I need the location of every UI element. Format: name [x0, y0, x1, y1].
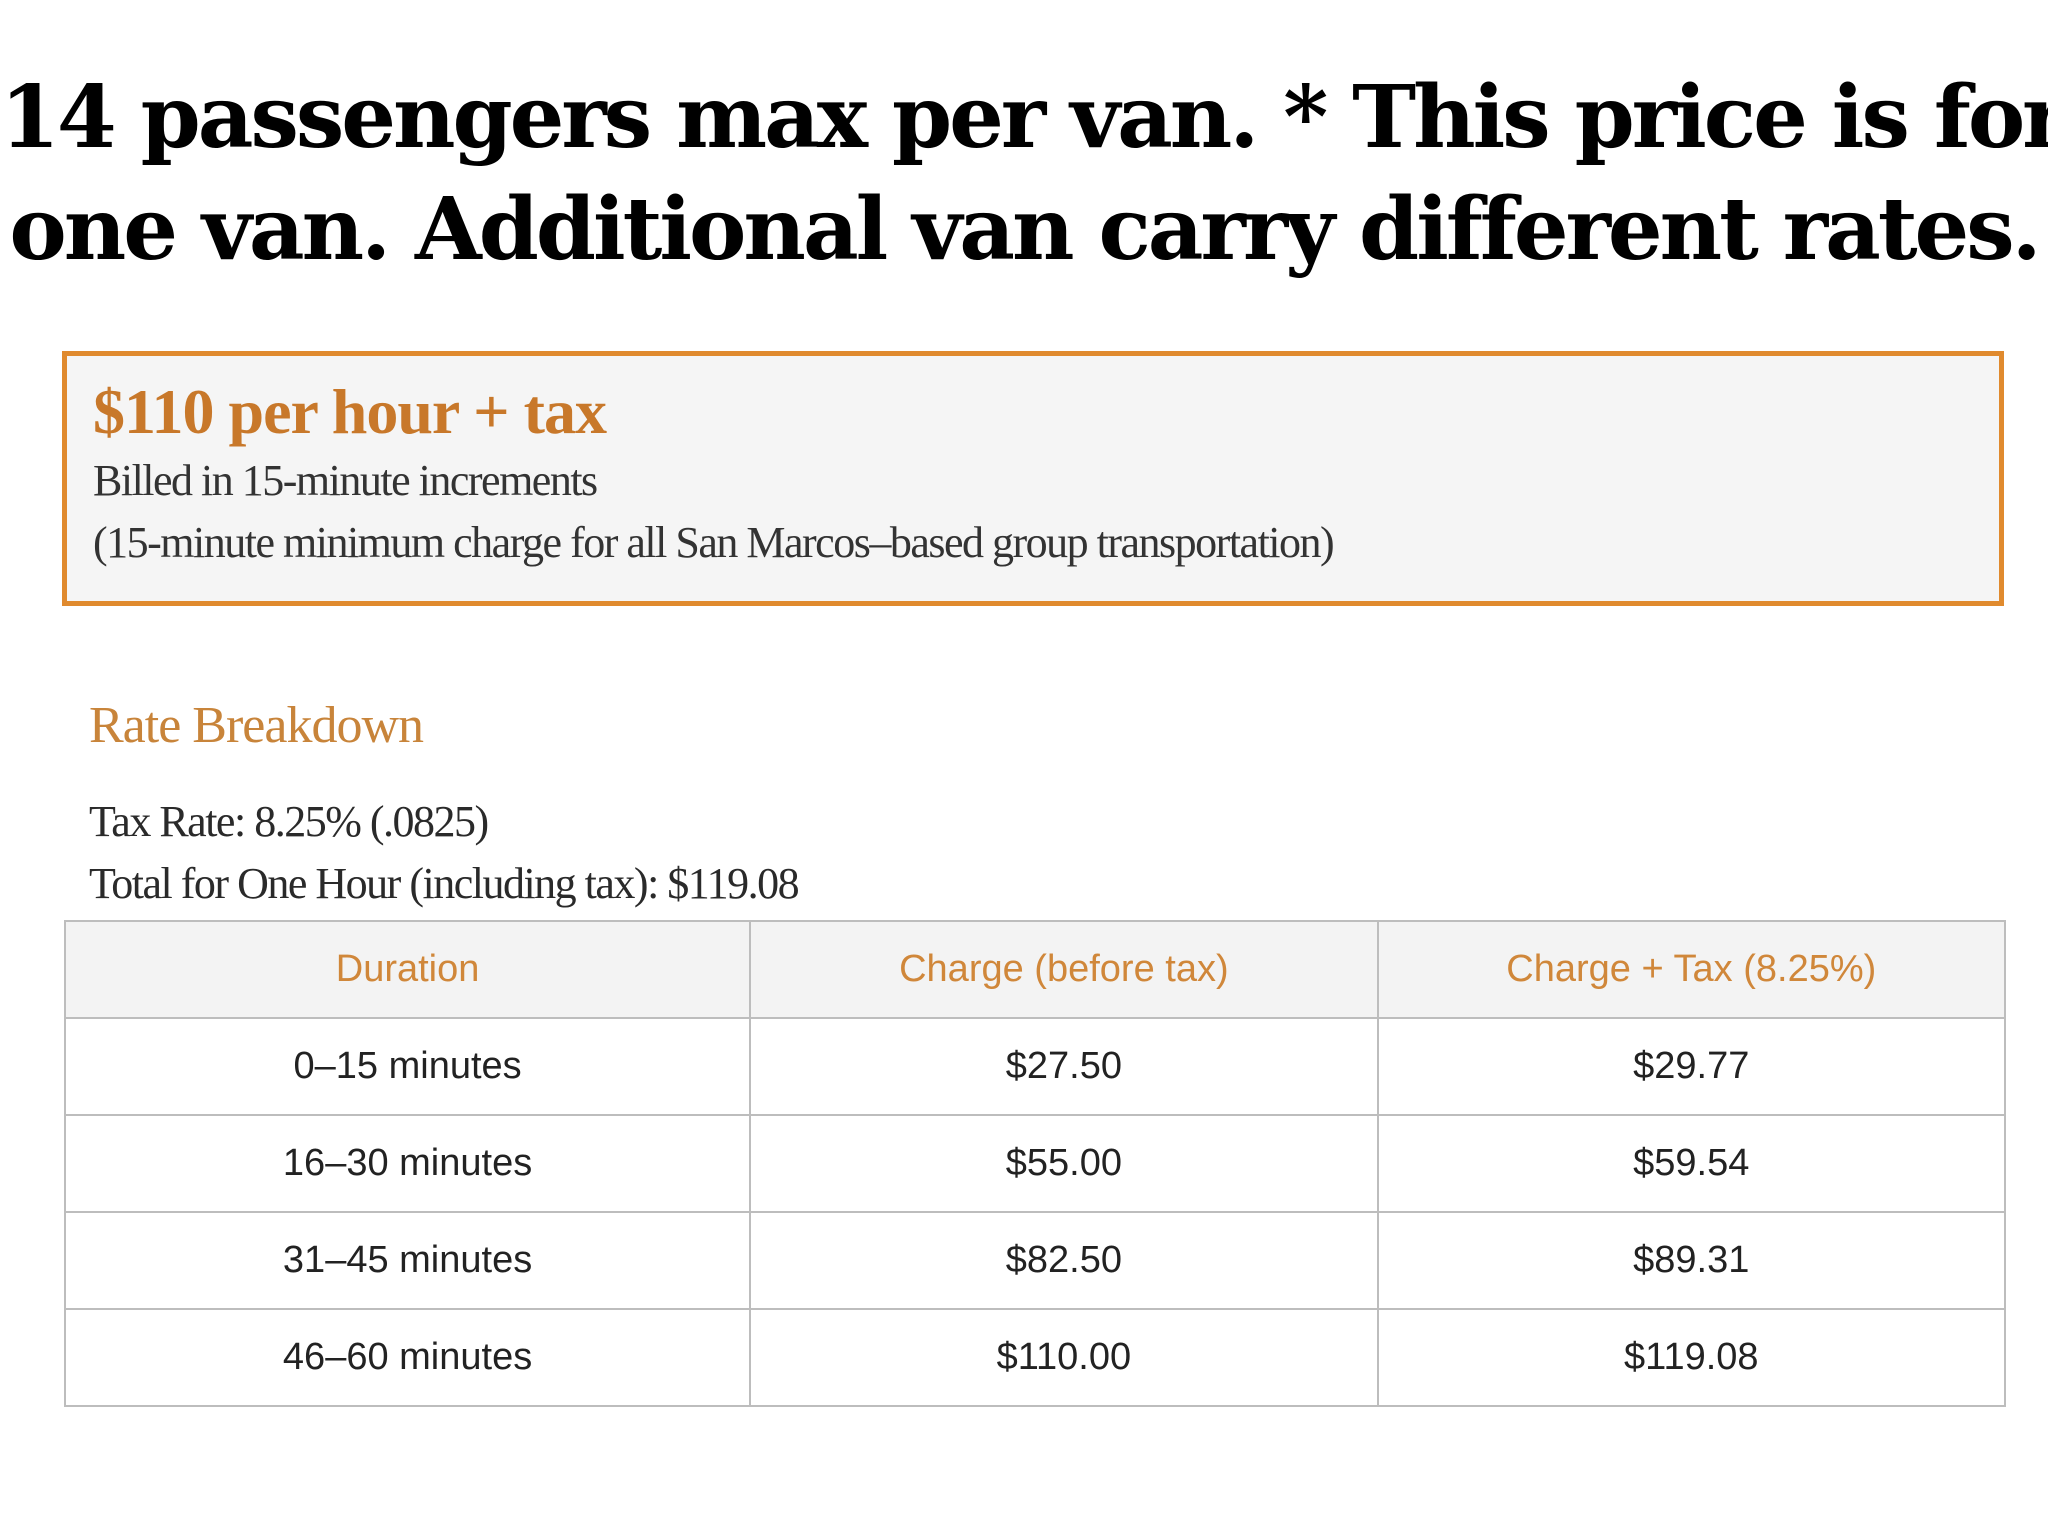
charge-before-tax-cell: $82.50	[749, 1211, 1379, 1310]
charge-plus-tax-cell: $89.31	[1376, 1211, 2007, 1310]
duration-cell: 0–15 minutes	[63, 1017, 752, 1116]
charge-plus-tax-cell: $29.77	[1376, 1017, 2007, 1116]
charge-before-tax-cell: $27.50	[749, 1017, 1379, 1116]
header-duration: Duration	[63, 920, 752, 1019]
duration-cell: 46–60 minutes	[63, 1308, 752, 1407]
duration-cell: 16–30 minutes	[63, 1114, 752, 1213]
total-one-hour-line: Total for One Hour (including tax): $119…	[89, 859, 800, 908]
billing-increment-note: Billed in 15-minute increments	[93, 456, 598, 505]
table-row: 16–30 minutes $55.00 $59.54	[63, 1114, 2007, 1213]
page-headline: 14 passengers max per van. * This price …	[0, 62, 2048, 286]
headline-line-2: one van. Additional van carry different …	[9, 179, 2041, 280]
table-row: 0–15 minutes $27.50 $29.77	[63, 1017, 2007, 1116]
header-charge-before-tax: Charge (before tax)	[749, 920, 1379, 1019]
table-row: 46–60 minutes $110.00 $119.08	[63, 1308, 2007, 1407]
hourly-price: $110 per hour + tax	[93, 376, 607, 447]
charge-before-tax-cell: $55.00	[749, 1114, 1379, 1213]
charge-plus-tax-cell: $119.08	[1376, 1308, 2007, 1407]
headline-line-1: 14 passengers max per van. * This price …	[0, 67, 2048, 168]
table-header-row: Duration Charge (before tax) Charge + Ta…	[63, 920, 2007, 1019]
duration-cell: 31–45 minutes	[63, 1211, 752, 1310]
tax-rate-line: Tax Rate: 8.25% (.0825)	[89, 797, 489, 846]
hourly-rate-box: $110 per hour + tax Billed in 15-minute …	[62, 351, 2004, 606]
header-charge-plus-tax: Charge + Tax (8.25%)	[1376, 920, 2007, 1019]
rate-breakdown-title: Rate Breakdown	[89, 697, 424, 754]
charge-plus-tax-cell: $59.54	[1376, 1114, 2007, 1213]
rate-table: Duration Charge (before tax) Charge + Ta…	[63, 920, 2007, 1407]
table-row: 31–45 minutes $82.50 $89.31	[63, 1211, 2007, 1310]
charge-before-tax-cell: $110.00	[749, 1308, 1379, 1407]
minimum-charge-note: (15-minute minimum charge for all San Ma…	[93, 518, 1335, 567]
